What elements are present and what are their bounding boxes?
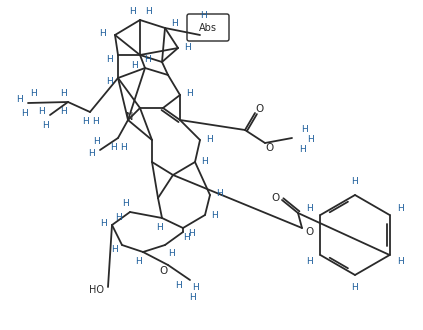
Text: H: H [30, 88, 36, 97]
Text: H: H [175, 280, 181, 289]
Text: O: O [255, 104, 263, 114]
Text: H: H [186, 88, 192, 97]
Text: H: H [93, 137, 99, 146]
Text: H: H [111, 246, 117, 254]
Text: H: H [16, 95, 22, 105]
Text: H: H [100, 218, 106, 227]
Text: H: H [131, 61, 137, 71]
Text: H: H [307, 136, 313, 145]
FancyBboxPatch shape [187, 14, 229, 41]
Text: H: H [60, 89, 66, 98]
Text: H: H [99, 28, 106, 38]
Text: H: H [110, 143, 116, 151]
Text: H: H [352, 178, 358, 186]
Text: H: H [106, 55, 113, 64]
Text: H: H [200, 11, 206, 19]
Text: H: H [299, 145, 305, 153]
Text: H: H [301, 124, 308, 134]
Text: O: O [266, 143, 274, 153]
Text: H: H [189, 293, 195, 303]
Text: H: H [168, 248, 174, 257]
Text: H: H [38, 108, 44, 116]
Text: H: H [135, 256, 141, 266]
Text: H: H [184, 44, 190, 52]
Text: Abs: Abs [199, 23, 217, 33]
Text: O: O [305, 227, 313, 237]
Text: H: H [92, 116, 99, 125]
Text: H: H [183, 234, 190, 243]
Text: H: H [398, 204, 404, 213]
Text: H: H [129, 7, 135, 16]
Text: H: H [188, 229, 195, 239]
Text: HO: HO [88, 285, 104, 295]
Text: H: H [192, 283, 198, 292]
Text: H: H [41, 120, 48, 129]
Text: H: H [201, 157, 207, 167]
Text: H: H [120, 143, 126, 151]
Text: H: H [21, 109, 27, 117]
Text: H: H [115, 213, 121, 221]
Text: H: H [306, 204, 313, 213]
Text: H: H [60, 108, 66, 116]
Text: H: H [145, 7, 151, 16]
Text: H: H [144, 54, 150, 63]
Text: H: H [211, 211, 217, 219]
Text: N: N [126, 112, 134, 122]
Text: H: H [306, 257, 313, 266]
Text: H: H [398, 257, 404, 266]
Text: H: H [106, 77, 113, 85]
Text: H: H [82, 116, 88, 125]
Text: H: H [122, 200, 128, 209]
Text: H: H [206, 136, 212, 145]
Text: H: H [88, 148, 94, 157]
Text: H: H [216, 188, 222, 197]
Text: H: H [352, 283, 358, 292]
Text: O: O [159, 266, 167, 276]
Text: O: O [271, 193, 279, 203]
Text: H: H [156, 223, 162, 233]
Text: H: H [170, 19, 177, 28]
